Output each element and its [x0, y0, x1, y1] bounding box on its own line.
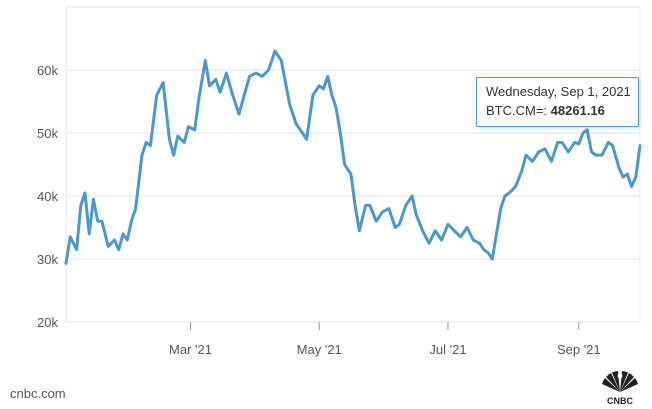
svg-text:CNBC: CNBC	[607, 396, 633, 406]
y-axis-tick-labels: 20k 30k 40k 50k 60k	[37, 63, 58, 330]
x-tick-label: May '21	[297, 342, 342, 357]
tooltip-date: Wednesday, Sep 1, 2021	[486, 84, 631, 99]
tooltip-value: 48261.16	[550, 103, 605, 118]
tooltip-symbol: BTC.CM=:	[486, 103, 548, 118]
tooltip-value-row: BTC.CM=: 48261.16	[486, 103, 605, 118]
x-tick-label: Jul '21	[429, 342, 466, 357]
y-tick-label: 20k	[37, 315, 58, 330]
source-credit[interactable]: cnbc.com	[10, 386, 66, 401]
series-line-layer[interactable]	[64, 49, 642, 265]
y-tick-label: 30k	[37, 252, 58, 267]
x-tick-label: Mar '21	[169, 342, 212, 357]
grid-lines	[65, 6, 641, 323]
hover-tooltip: Wednesday, Sep 1, 2021 BTC.CM=: 48261.16	[476, 77, 639, 127]
y-tick-label: 40k	[37, 189, 58, 204]
y-tick-label: 60k	[37, 63, 58, 78]
cnbc-peacock-logo: CNBC	[602, 371, 638, 406]
x-axis: Mar '21 May '21 Jul '21 Sep '21	[169, 322, 601, 357]
y-tick-label: 50k	[37, 126, 58, 141]
series-line-0[interactable]	[64, 49, 642, 265]
x-tick-label: Sep '21	[557, 342, 601, 357]
